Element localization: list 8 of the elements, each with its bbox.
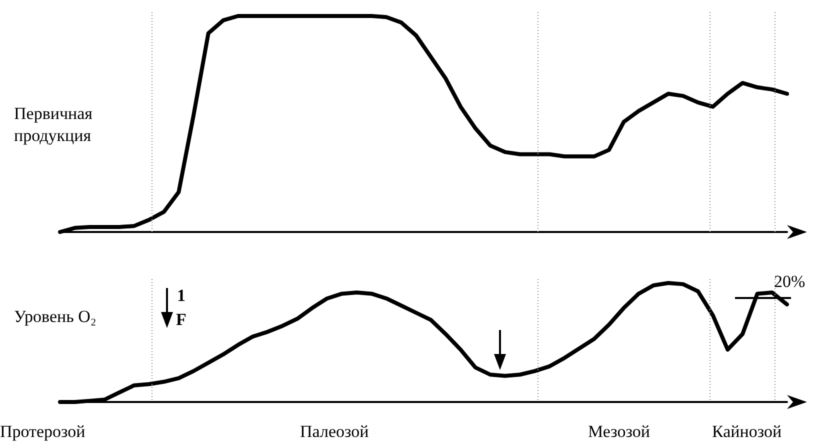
y-axis-title: Первичная продукция — [14, 103, 92, 147]
text: Мезозой — [588, 421, 650, 443]
annotation: 1 F — [176, 285, 186, 331]
annotation: 20% — [774, 271, 806, 293]
text: Кайнозой — [712, 421, 782, 443]
text: Палеозой — [300, 421, 369, 443]
text: Протерозой — [0, 421, 86, 443]
y-axis-title: Уровень O₂ — [14, 306, 96, 328]
